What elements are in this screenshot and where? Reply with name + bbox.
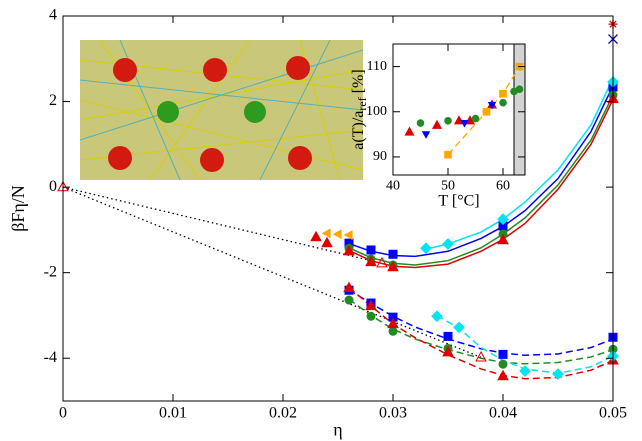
- micelle: [286, 56, 310, 80]
- y-tick-label: 2: [49, 92, 57, 109]
- marker: [431, 119, 443, 129]
- marker: [343, 281, 355, 293]
- y-tick-label: 100: [366, 104, 387, 119]
- micelle: [288, 146, 312, 170]
- inset-bg: [393, 44, 525, 175]
- series-line: [63, 186, 383, 264]
- y-axis-label: βFη/N: [8, 185, 28, 232]
- y-tick-label: 90: [373, 149, 387, 164]
- marker: [498, 359, 508, 369]
- inset-image: [79, 39, 364, 181]
- plot-frame: [392, 43, 526, 176]
- x-axis-label: η: [333, 420, 342, 440]
- micelle: [113, 58, 137, 82]
- marker: [366, 311, 376, 321]
- series-line: [425, 77, 613, 250]
- series-line: [348, 94, 613, 266]
- marker: [499, 98, 507, 107]
- marker: [416, 119, 425, 127]
- series-line: [348, 289, 613, 356]
- marker: [366, 245, 376, 255]
- marker: [499, 89, 507, 98]
- micelle: [244, 101, 266, 123]
- marker: [444, 116, 452, 125]
- plot: 0 0.01 0.02 0.03 0.04 0.05 -4 -2 0 2 4 η βFη/N 40 50 60…: [8, 7, 627, 440]
- marker: [471, 114, 480, 123]
- marker: [344, 295, 354, 305]
- x-tick-label: 60: [496, 178, 510, 193]
- marker: [442, 345, 454, 357]
- y-axis-label-main: βFη/N: [8, 185, 28, 232]
- marker: [442, 238, 454, 250]
- marker: [344, 238, 354, 248]
- series-line: [63, 186, 482, 358]
- x-tick-label: 0.03: [379, 404, 407, 421]
- series-line: [348, 298, 613, 365]
- series-line: [348, 287, 613, 380]
- marker: [420, 242, 432, 255]
- x-tick-label: 50: [441, 178, 455, 193]
- marker: [498, 349, 508, 359]
- marker: [343, 230, 353, 240]
- marker: [321, 228, 331, 239]
- marker: [388, 249, 398, 259]
- marker: [444, 150, 452, 159]
- marker: [515, 85, 524, 93]
- marker: [332, 229, 342, 240]
- marker: [365, 255, 377, 267]
- micelle: [200, 148, 224, 172]
- plot-frame: [62, 15, 614, 402]
- micelle: [203, 58, 227, 82]
- y-tick-label: 4: [49, 7, 57, 24]
- x-tick-label: 0.05: [599, 404, 627, 421]
- micelle: [157, 101, 179, 123]
- marker: [365, 299, 377, 311]
- y-axis-label-tail: [%]: [350, 69, 367, 97]
- marker: [421, 131, 431, 139]
- x-tick-label: 0.01: [159, 404, 187, 421]
- marker: [310, 230, 322, 242]
- series-line: [436, 314, 613, 374]
- x-axis-label: T [°C]: [438, 192, 479, 209]
- marker: [552, 368, 564, 380]
- marker: [404, 126, 415, 136]
- marker: [443, 331, 453, 341]
- marker: [497, 369, 509, 381]
- y-tick-label: 0: [49, 178, 57, 195]
- y-axis-label: a(T)/aref [%]: [350, 69, 369, 149]
- x-tick-label: 0.02: [269, 404, 297, 421]
- marker: [388, 312, 398, 322]
- marker: [387, 317, 399, 329]
- marker: [321, 236, 333, 248]
- micelle: [108, 146, 132, 170]
- marker: [475, 350, 487, 362]
- marker: [487, 101, 497, 110]
- marker: [460, 120, 469, 128]
- marker: [519, 365, 531, 377]
- marker: [497, 213, 509, 226]
- chains-blue: [79, 39, 364, 181]
- y-tick-label: 110: [367, 59, 387, 74]
- marker: [453, 321, 465, 334]
- x-tick-label: 0: [59, 404, 67, 421]
- marker: [387, 260, 399, 272]
- y-tick-label: -2: [44, 263, 57, 280]
- x-tick-label: 40: [386, 178, 400, 193]
- marker: [376, 256, 388, 268]
- marker: [482, 107, 491, 116]
- marker: [497, 233, 509, 245]
- marker: [388, 326, 398, 336]
- y-axis-label-sub: ref: [355, 97, 369, 110]
- x-tick-label: 0.04: [489, 404, 517, 421]
- y-tick-label: -4: [44, 349, 57, 366]
- y-axis-label-main: a(T)/a: [350, 111, 367, 150]
- marker: [498, 221, 508, 231]
- marker: [431, 310, 443, 323]
- series-line: [348, 85, 613, 258]
- marker: [343, 244, 355, 256]
